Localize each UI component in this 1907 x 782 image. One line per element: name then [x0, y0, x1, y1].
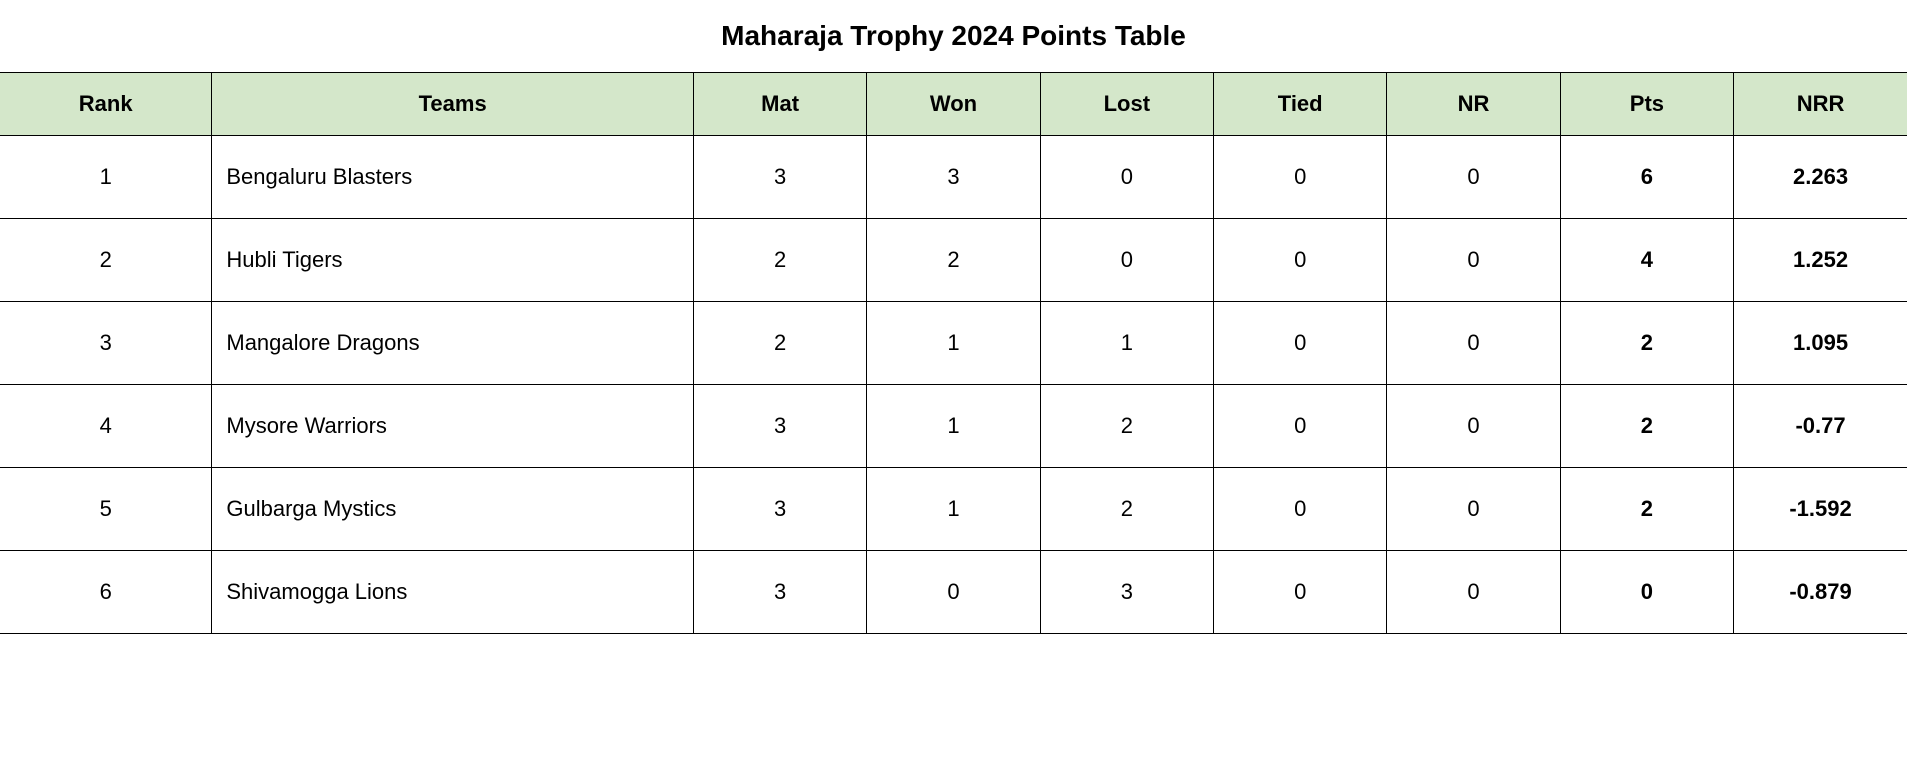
table-title: Maharaja Trophy 2024 Points Table: [0, 20, 1907, 52]
cell-won: 2: [867, 219, 1040, 302]
cell-nrr: -0.879: [1734, 551, 1907, 634]
cell-nrr: 1.252: [1734, 219, 1907, 302]
col-header-pts: Pts: [1560, 73, 1733, 136]
cell-won: 1: [867, 468, 1040, 551]
table-header-row: Rank Teams Mat Won Lost Tied NR Pts NRR: [0, 73, 1907, 136]
table-row: 3Mangalore Dragons2110021.095: [0, 302, 1907, 385]
cell-rank: 2: [0, 219, 212, 302]
col-header-nr: NR: [1387, 73, 1560, 136]
col-header-rank: Rank: [0, 73, 212, 136]
col-header-tied: Tied: [1214, 73, 1387, 136]
cell-nr: 0: [1387, 385, 1560, 468]
cell-pts: 6: [1560, 136, 1733, 219]
cell-rank: 6: [0, 551, 212, 634]
cell-pts: 2: [1560, 302, 1733, 385]
cell-won: 3: [867, 136, 1040, 219]
cell-team: Mangalore Dragons: [212, 302, 694, 385]
cell-mat: 3: [693, 385, 866, 468]
cell-mat: 2: [693, 302, 866, 385]
cell-nr: 0: [1387, 551, 1560, 634]
cell-nrr: 2.263: [1734, 136, 1907, 219]
cell-pts: 2: [1560, 385, 1733, 468]
table-row: 4Mysore Warriors312002-0.77: [0, 385, 1907, 468]
cell-team: Mysore Warriors: [212, 385, 694, 468]
cell-team: Gulbarga Mystics: [212, 468, 694, 551]
cell-tied: 0: [1214, 468, 1387, 551]
cell-won: 0: [867, 551, 1040, 634]
cell-mat: 3: [693, 468, 866, 551]
cell-won: 1: [867, 385, 1040, 468]
cell-lost: 2: [1040, 385, 1213, 468]
table-row: 6Shivamogga Lions303000-0.879: [0, 551, 1907, 634]
col-header-mat: Mat: [693, 73, 866, 136]
cell-mat: 3: [693, 551, 866, 634]
cell-team: Hubli Tigers: [212, 219, 694, 302]
cell-tied: 0: [1214, 302, 1387, 385]
cell-pts: 4: [1560, 219, 1733, 302]
col-header-nrr: NRR: [1734, 73, 1907, 136]
cell-nr: 0: [1387, 136, 1560, 219]
cell-rank: 4: [0, 385, 212, 468]
cell-nr: 0: [1387, 302, 1560, 385]
col-header-teams: Teams: [212, 73, 694, 136]
cell-pts: 0: [1560, 551, 1733, 634]
table-body: 1Bengaluru Blasters3300062.2632Hubli Tig…: [0, 136, 1907, 634]
cell-pts: 2: [1560, 468, 1733, 551]
cell-tied: 0: [1214, 136, 1387, 219]
cell-nrr: 1.095: [1734, 302, 1907, 385]
cell-rank: 1: [0, 136, 212, 219]
cell-tied: 0: [1214, 551, 1387, 634]
table-row: 5Gulbarga Mystics312002-1.592: [0, 468, 1907, 551]
col-header-won: Won: [867, 73, 1040, 136]
cell-rank: 5: [0, 468, 212, 551]
cell-lost: 0: [1040, 219, 1213, 302]
cell-rank: 3: [0, 302, 212, 385]
cell-lost: 1: [1040, 302, 1213, 385]
cell-tied: 0: [1214, 385, 1387, 468]
cell-lost: 0: [1040, 136, 1213, 219]
points-table: Rank Teams Mat Won Lost Tied NR Pts NRR …: [0, 72, 1907, 634]
cell-nrr: -1.592: [1734, 468, 1907, 551]
cell-tied: 0: [1214, 219, 1387, 302]
table-row: 1Bengaluru Blasters3300062.263: [0, 136, 1907, 219]
cell-nrr: -0.77: [1734, 385, 1907, 468]
cell-nr: 0: [1387, 468, 1560, 551]
cell-mat: 2: [693, 219, 866, 302]
cell-mat: 3: [693, 136, 866, 219]
table-row: 2Hubli Tigers2200041.252: [0, 219, 1907, 302]
col-header-lost: Lost: [1040, 73, 1213, 136]
cell-team: Bengaluru Blasters: [212, 136, 694, 219]
cell-team: Shivamogga Lions: [212, 551, 694, 634]
cell-won: 1: [867, 302, 1040, 385]
cell-lost: 3: [1040, 551, 1213, 634]
cell-nr: 0: [1387, 219, 1560, 302]
cell-lost: 2: [1040, 468, 1213, 551]
